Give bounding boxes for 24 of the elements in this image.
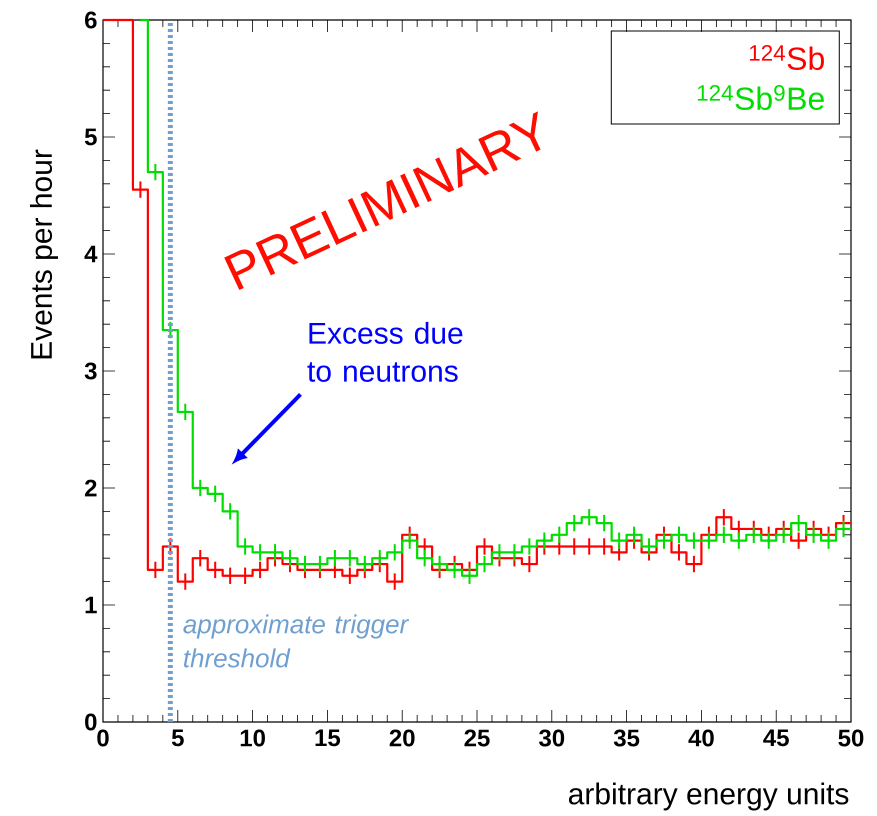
x-tick-label: 20: [390, 730, 415, 747]
y-tick-label: 6: [85, 12, 97, 28]
annotation: Excess due to neutrons: [307, 322, 462, 382]
y-tick-label: 4: [84, 246, 98, 262]
x-tick-label: 30: [539, 730, 564, 747]
x-tick-label: 50: [838, 730, 864, 747]
y-tick-label: 3: [84, 362, 97, 380]
y-tick-label: 0: [85, 714, 96, 730]
y-tick-label: 1: [86, 596, 97, 614]
ref-line-label: approximate trigger threshold: [183, 614, 410, 668]
text: $^{124}$Sb$^{9}$Be: [698, 85, 824, 110]
y-tick-label: 2: [84, 480, 97, 496]
y-tick-label: 5: [84, 128, 97, 146]
x-tick-label: 10: [240, 730, 265, 747]
x-tick-label: 5: [172, 730, 184, 746]
x-tick-label: 40: [688, 730, 714, 747]
x-tick-label: 15: [316, 730, 340, 746]
y-axis-title: Events per hour: [30, 150, 58, 358]
text: $^{124}$Sb: [750, 45, 824, 70]
x-axis-title: arbitrary energy units: [568, 782, 848, 810]
x-tick-label: 35: [614, 730, 640, 747]
x-tick-label: 0: [97, 730, 109, 747]
x-tick-label: 45: [763, 730, 789, 746]
x-tick-label: 25: [464, 730, 490, 747]
